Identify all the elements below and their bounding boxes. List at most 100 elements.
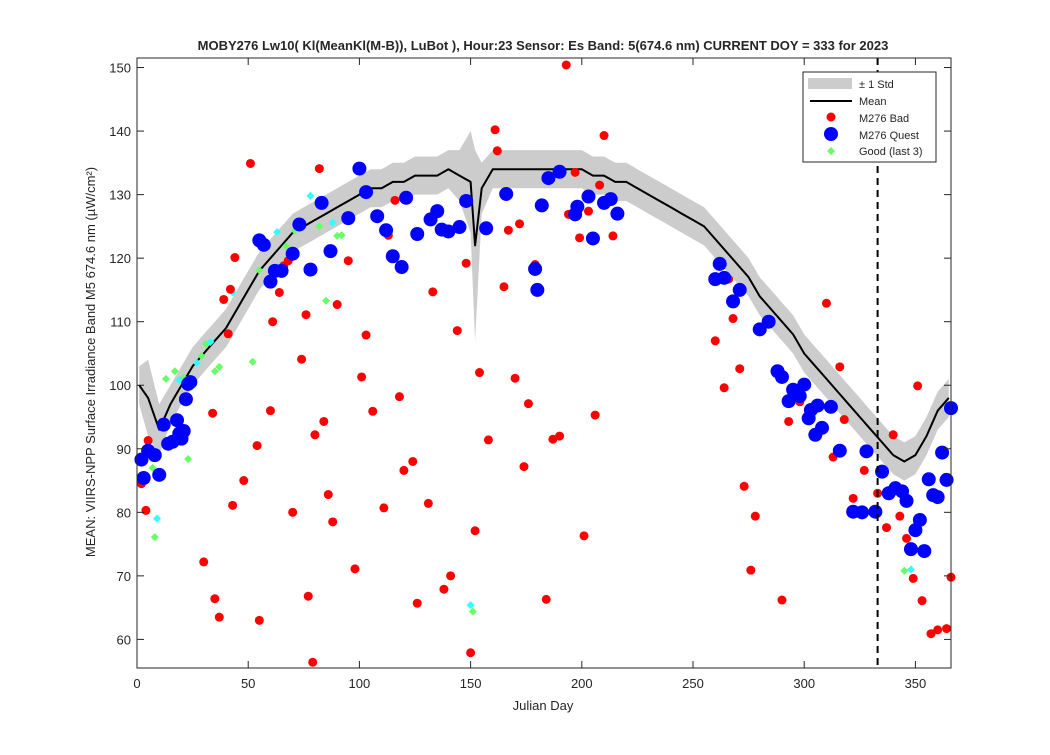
legend: ± 1 Std Mean M276 Bad M276 Quest Good (l… — [802, 71, 937, 163]
bad-point — [917, 596, 927, 606]
quest-point — [441, 224, 456, 239]
legend-quest-swatch — [824, 127, 838, 141]
bad-point — [368, 406, 378, 416]
bad-point — [439, 584, 449, 594]
bad-point — [314, 164, 324, 174]
good-point — [906, 565, 915, 574]
axes-frame — [136, 57, 952, 669]
quest-point — [552, 164, 567, 179]
good-point — [328, 218, 337, 227]
quest-point — [899, 493, 914, 508]
bad-point — [223, 329, 233, 339]
quest-point — [541, 171, 556, 186]
bad-point — [399, 465, 409, 475]
bad-point — [323, 490, 333, 500]
good-point — [210, 367, 219, 376]
bad-point — [328, 517, 338, 527]
bad-point — [746, 565, 756, 575]
bad-point — [265, 406, 275, 416]
bad-point — [728, 314, 738, 324]
quest-point — [292, 217, 307, 232]
bad-point — [548, 434, 558, 444]
bad-point — [274, 287, 284, 297]
legend-bad-label: M276 Bad — [859, 113, 909, 125]
quest-point — [341, 211, 356, 226]
bad-point — [510, 373, 520, 383]
good-point — [206, 338, 215, 347]
bad-point — [519, 462, 529, 472]
bad-point — [933, 625, 943, 635]
quest-point — [717, 270, 732, 285]
bad-point — [308, 657, 318, 667]
quest-point — [921, 472, 936, 487]
quest-point — [832, 443, 847, 458]
quest-point — [285, 246, 300, 261]
bad-point — [555, 431, 565, 441]
bad-point — [252, 441, 262, 451]
bad-point — [490, 125, 500, 135]
bad-point — [239, 476, 249, 486]
bad-point — [245, 158, 255, 168]
mean-line — [138, 168, 950, 463]
quest-point — [855, 505, 870, 520]
legend-good-swatch — [827, 147, 835, 155]
legend-bad-swatch — [826, 112, 836, 122]
bad-point — [446, 571, 456, 581]
bad-point — [750, 511, 760, 521]
bad-point — [835, 362, 845, 372]
x-tick-label: 350 — [905, 676, 927, 691]
bad-points-layer — [136, 60, 956, 667]
good-point — [282, 242, 291, 251]
bad-point — [839, 415, 849, 425]
bad-point — [297, 354, 307, 364]
quest-points-layer — [134, 161, 958, 559]
bad-point — [821, 298, 831, 308]
bad-point — [739, 481, 749, 491]
y-tick-label: 120 — [109, 251, 131, 266]
bad-point — [608, 231, 618, 241]
quest-point — [452, 220, 467, 235]
bad-point — [523, 399, 533, 409]
y-tick-label: 110 — [110, 315, 131, 330]
bad-point — [461, 258, 471, 268]
quest-point — [610, 206, 625, 221]
y-axis-label: MEAN: VIIRS-NPP Surface Irradiance Band … — [83, 167, 98, 557]
quest-point — [534, 198, 549, 213]
bad-point — [515, 219, 525, 229]
bad-point — [470, 526, 480, 536]
bad-point — [926, 629, 936, 639]
bad-point — [219, 294, 229, 304]
good-point — [466, 601, 475, 610]
y-tick-label: 140 — [109, 124, 131, 139]
bad-point — [784, 416, 794, 426]
quest-point — [379, 223, 394, 238]
quest-point — [917, 544, 932, 559]
bad-point — [570, 167, 580, 177]
quest-point — [256, 237, 271, 252]
good-point — [273, 228, 282, 237]
quest-point — [530, 282, 545, 297]
y-axis-ticks: 60 70 80 90 100 110 120 130 140 150 — [109, 61, 951, 647]
y-tick-label: 80 — [117, 505, 131, 520]
quest-point — [712, 256, 727, 271]
bad-point — [595, 180, 605, 190]
quest-point — [399, 190, 414, 205]
bad-point — [735, 364, 745, 374]
legend-quest-label: M276 Quest — [859, 130, 919, 142]
bad-point — [332, 300, 342, 310]
quest-point — [176, 423, 191, 438]
quest-point — [815, 420, 830, 435]
quest-point — [323, 244, 338, 259]
bad-point — [230, 253, 240, 263]
bad-point — [590, 410, 600, 420]
good-point — [322, 296, 331, 305]
legend-std-label: ± 1 Std — [859, 79, 894, 91]
good-point — [248, 357, 257, 366]
quest-point — [499, 186, 514, 201]
good-point — [255, 266, 264, 275]
bad-point — [859, 465, 869, 475]
bad-point — [423, 498, 433, 508]
bad-point — [268, 317, 278, 327]
legend-std-swatch — [808, 78, 852, 89]
